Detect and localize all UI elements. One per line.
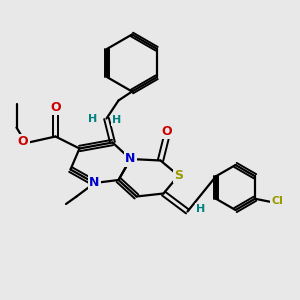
Text: O: O: [161, 124, 172, 138]
Text: S: S: [174, 169, 183, 182]
Text: N: N: [89, 176, 100, 190]
Text: N: N: [125, 152, 136, 166]
Text: H: H: [196, 204, 206, 214]
Text: H: H: [112, 115, 122, 125]
Text: Cl: Cl: [272, 196, 284, 206]
Text: H: H: [88, 113, 98, 124]
Text: O: O: [50, 101, 61, 114]
Text: O: O: [18, 135, 28, 148]
